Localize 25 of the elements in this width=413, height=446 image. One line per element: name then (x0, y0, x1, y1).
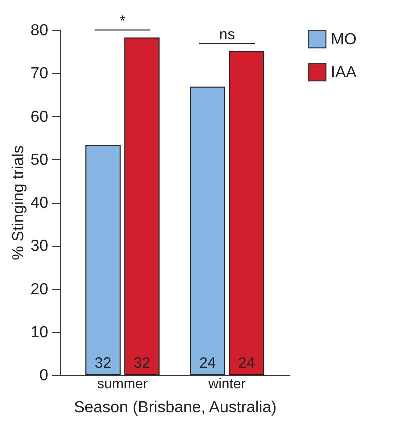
y-tick-label: 60 (30, 108, 49, 126)
y-tick-label: 20 (30, 281, 49, 298)
x-axis-title: Season (Brisbane, Australia) (74, 400, 277, 416)
annotation: ns (219, 26, 236, 44)
y-tick-label: 50 (30, 152, 49, 169)
bar (86, 146, 121, 376)
y-tick-label: 70 (30, 66, 49, 83)
annotation: 24 (238, 355, 256, 372)
bar (229, 51, 264, 376)
legend-label: IAA (331, 64, 358, 82)
annotation: 24 (199, 355, 216, 372)
bar (124, 38, 160, 376)
y-tick-label: 0 (40, 368, 49, 384)
y-tick-label: 10 (30, 324, 49, 342)
text: * (120, 13, 126, 30)
y-tick-label: 30 (30, 238, 49, 256)
y-tick-label: 40 (30, 195, 49, 212)
y-axis-title: % Stinging trials (10, 146, 28, 260)
annotation: 32 (134, 355, 151, 372)
y-tick-label: 80 (30, 22, 49, 40)
x-tick-label: summer (97, 376, 148, 392)
annotation: 32 (94, 355, 112, 372)
bar (190, 86, 226, 376)
legend-label: MO (331, 32, 357, 48)
x-tick-label: winter (208, 376, 246, 392)
